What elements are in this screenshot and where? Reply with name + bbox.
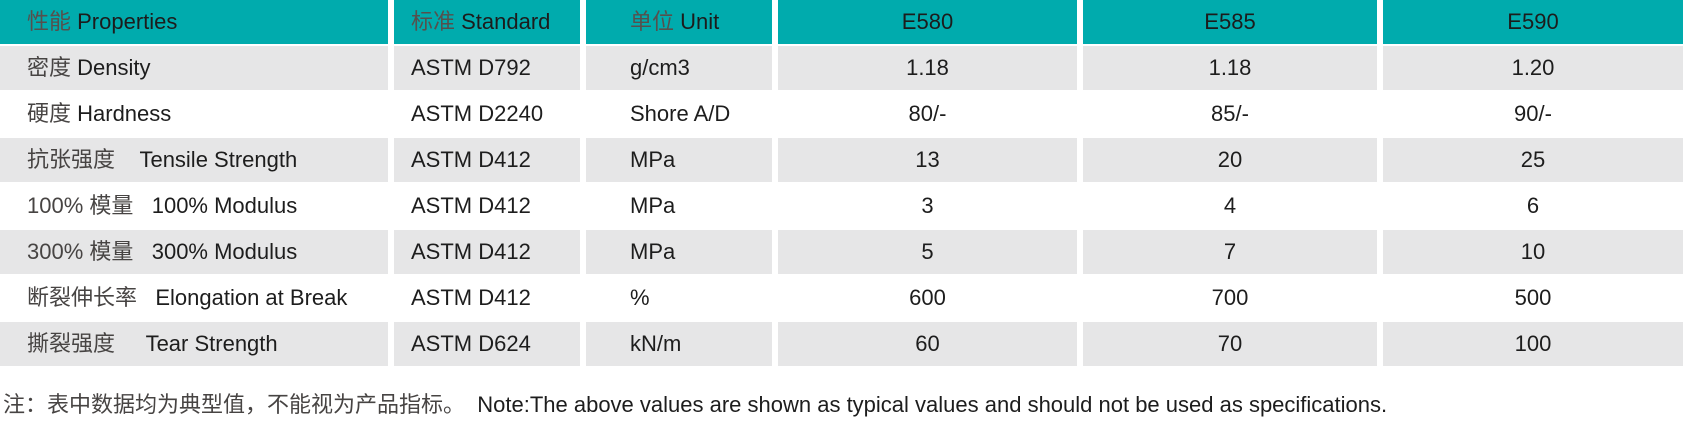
cell-e585: 4: [1083, 184, 1383, 228]
table-header-row: 性能 Properties 标准 Standard 单位 Unit E580 E…: [0, 0, 1683, 44]
cell-e590: 1.20: [1383, 46, 1683, 90]
table-row: 撕裂强度 Tear Strength ASTM D624 kN/m 60 70 100: [0, 322, 1683, 366]
cell-property: 100% 模量 100% Modulus: [0, 184, 394, 228]
cell-e580: 1.18: [778, 46, 1083, 90]
column-header-standard-zh: 标准: [411, 9, 462, 34]
cell-standard: ASTM D412: [394, 276, 586, 320]
property-zh: 100% 模量: [27, 193, 152, 218]
column-header-e580-label: E580: [901, 9, 954, 34]
cell-unit: kN/m: [586, 322, 778, 366]
cell-unit: %: [586, 276, 778, 320]
cell-e580: 13: [778, 138, 1083, 182]
table-row: 密度 Density ASTM D792 g/cm3 1.18 1.18 1.20: [0, 46, 1683, 90]
table-body: 密度 Density ASTM D792 g/cm3 1.18 1.18 1.20 硬度 H…: [0, 46, 1683, 366]
cell-e590: 500: [1383, 276, 1683, 320]
column-header-standard-en: Standard: [461, 9, 551, 34]
column-header-properties: 性能 Properties: [0, 0, 394, 44]
property-en: 100% Modulus: [151, 193, 298, 218]
property-zh: 断裂伸长率: [27, 285, 156, 310]
property-en: Tear Strength: [145, 331, 278, 356]
cell-standard: ASTM D412: [394, 230, 586, 274]
cell-standard: ASTM D2240: [394, 92, 586, 136]
cell-e585: 1.18: [1083, 46, 1383, 90]
cell-unit: Shore A/D: [586, 92, 778, 136]
column-header-properties-zh: 性能: [27, 9, 78, 34]
table-row: 抗张强度 Tensile Strength ASTM D412 MPa 13 20 25: [0, 138, 1683, 182]
property-zh: 抗张强度: [27, 147, 140, 172]
cell-e590: 25: [1383, 138, 1683, 182]
cell-e590: 6: [1383, 184, 1683, 228]
footnote: 注：表中数据均为典型值，不能视为产品指标。 Note:The above val…: [0, 390, 1683, 420]
column-header-e585-label: E585: [1204, 9, 1256, 34]
cell-property: 断裂伸长率 Elongation at Break: [0, 276, 394, 320]
column-header-unit-zh: 单位: [630, 9, 681, 34]
cell-standard: ASTM D624: [394, 322, 586, 366]
table-row: 硬度 Hardness ASTM D2240 Shore A/D 80/- 85/- 90…: [0, 92, 1683, 136]
cell-unit: MPa: [586, 230, 778, 274]
cell-e590: 10: [1383, 230, 1683, 274]
column-header-standard: 标准 Standard: [394, 0, 586, 44]
cell-e585: 85/-: [1083, 92, 1383, 136]
cell-unit: MPa: [586, 184, 778, 228]
cell-property: 抗张强度 Tensile Strength: [0, 138, 394, 182]
property-en: 300% Modulus: [151, 239, 298, 264]
cell-e580: 80/-: [778, 92, 1083, 136]
property-en: Density: [77, 55, 151, 80]
column-header-unit: 单位 Unit: [586, 0, 778, 44]
column-header-unit-en: Unit: [680, 9, 720, 34]
cell-e580: 600: [778, 276, 1083, 320]
cell-e580: 5: [778, 230, 1083, 274]
column-header-e590-label: E590: [1507, 9, 1559, 34]
column-header-e590: E590: [1383, 0, 1683, 44]
property-zh: 撕裂强度: [27, 331, 146, 356]
cell-e590: 100: [1383, 322, 1683, 366]
cell-unit: g/cm3: [586, 46, 778, 90]
property-zh: 硬度: [27, 101, 78, 126]
cell-e585: 20: [1083, 138, 1383, 182]
cell-standard: ASTM D412: [394, 184, 586, 228]
column-header-properties-en: Properties: [77, 9, 178, 34]
cell-e585: 700: [1083, 276, 1383, 320]
property-zh: 密度: [27, 55, 78, 80]
cell-unit: MPa: [586, 138, 778, 182]
table-row: 300% 模量 300% Modulus ASTM D412 MPa 5 7 10: [0, 230, 1683, 274]
cell-property: 密度 Density: [0, 46, 394, 90]
property-en: Hardness: [77, 101, 172, 126]
table-row: 断裂伸长率 Elongation at Break ASTM D412% 600 70…: [0, 276, 1683, 320]
cell-property: 硬度 Hardness: [0, 92, 394, 136]
cell-e585: 70: [1083, 322, 1383, 366]
cell-standard: ASTM D412: [394, 138, 586, 182]
cell-e580: 60: [778, 322, 1083, 366]
footnote-zh: 注：表中数据均为典型值，不能视为产品指标。: [3, 392, 466, 417]
property-zh: 300% 模量: [27, 239, 152, 264]
cell-e580: 3: [778, 184, 1083, 228]
cell-e585: 7: [1083, 230, 1383, 274]
cell-e590: 90/-: [1383, 92, 1683, 136]
property-en: Elongation at Break: [155, 285, 348, 310]
properties-spec-table: 性能 Properties 标准 Standard 单位 Unit E580 E…: [0, 0, 1683, 366]
footnote-en: Note:The above values are shown as typic…: [465, 392, 1388, 417]
column-header-e585: E585: [1083, 0, 1383, 44]
cell-property: 撕裂强度 Tear Strength: [0, 322, 394, 366]
cell-standard: ASTM D792: [394, 46, 586, 90]
cell-property: 300% 模量 300% Modulus: [0, 230, 394, 274]
table-row: 100% 模量 100% Modulus ASTM D412 MPa 3 4 6: [0, 184, 1683, 228]
column-header-e580: E580: [778, 0, 1083, 44]
property-en: Tensile Strength: [139, 147, 298, 172]
